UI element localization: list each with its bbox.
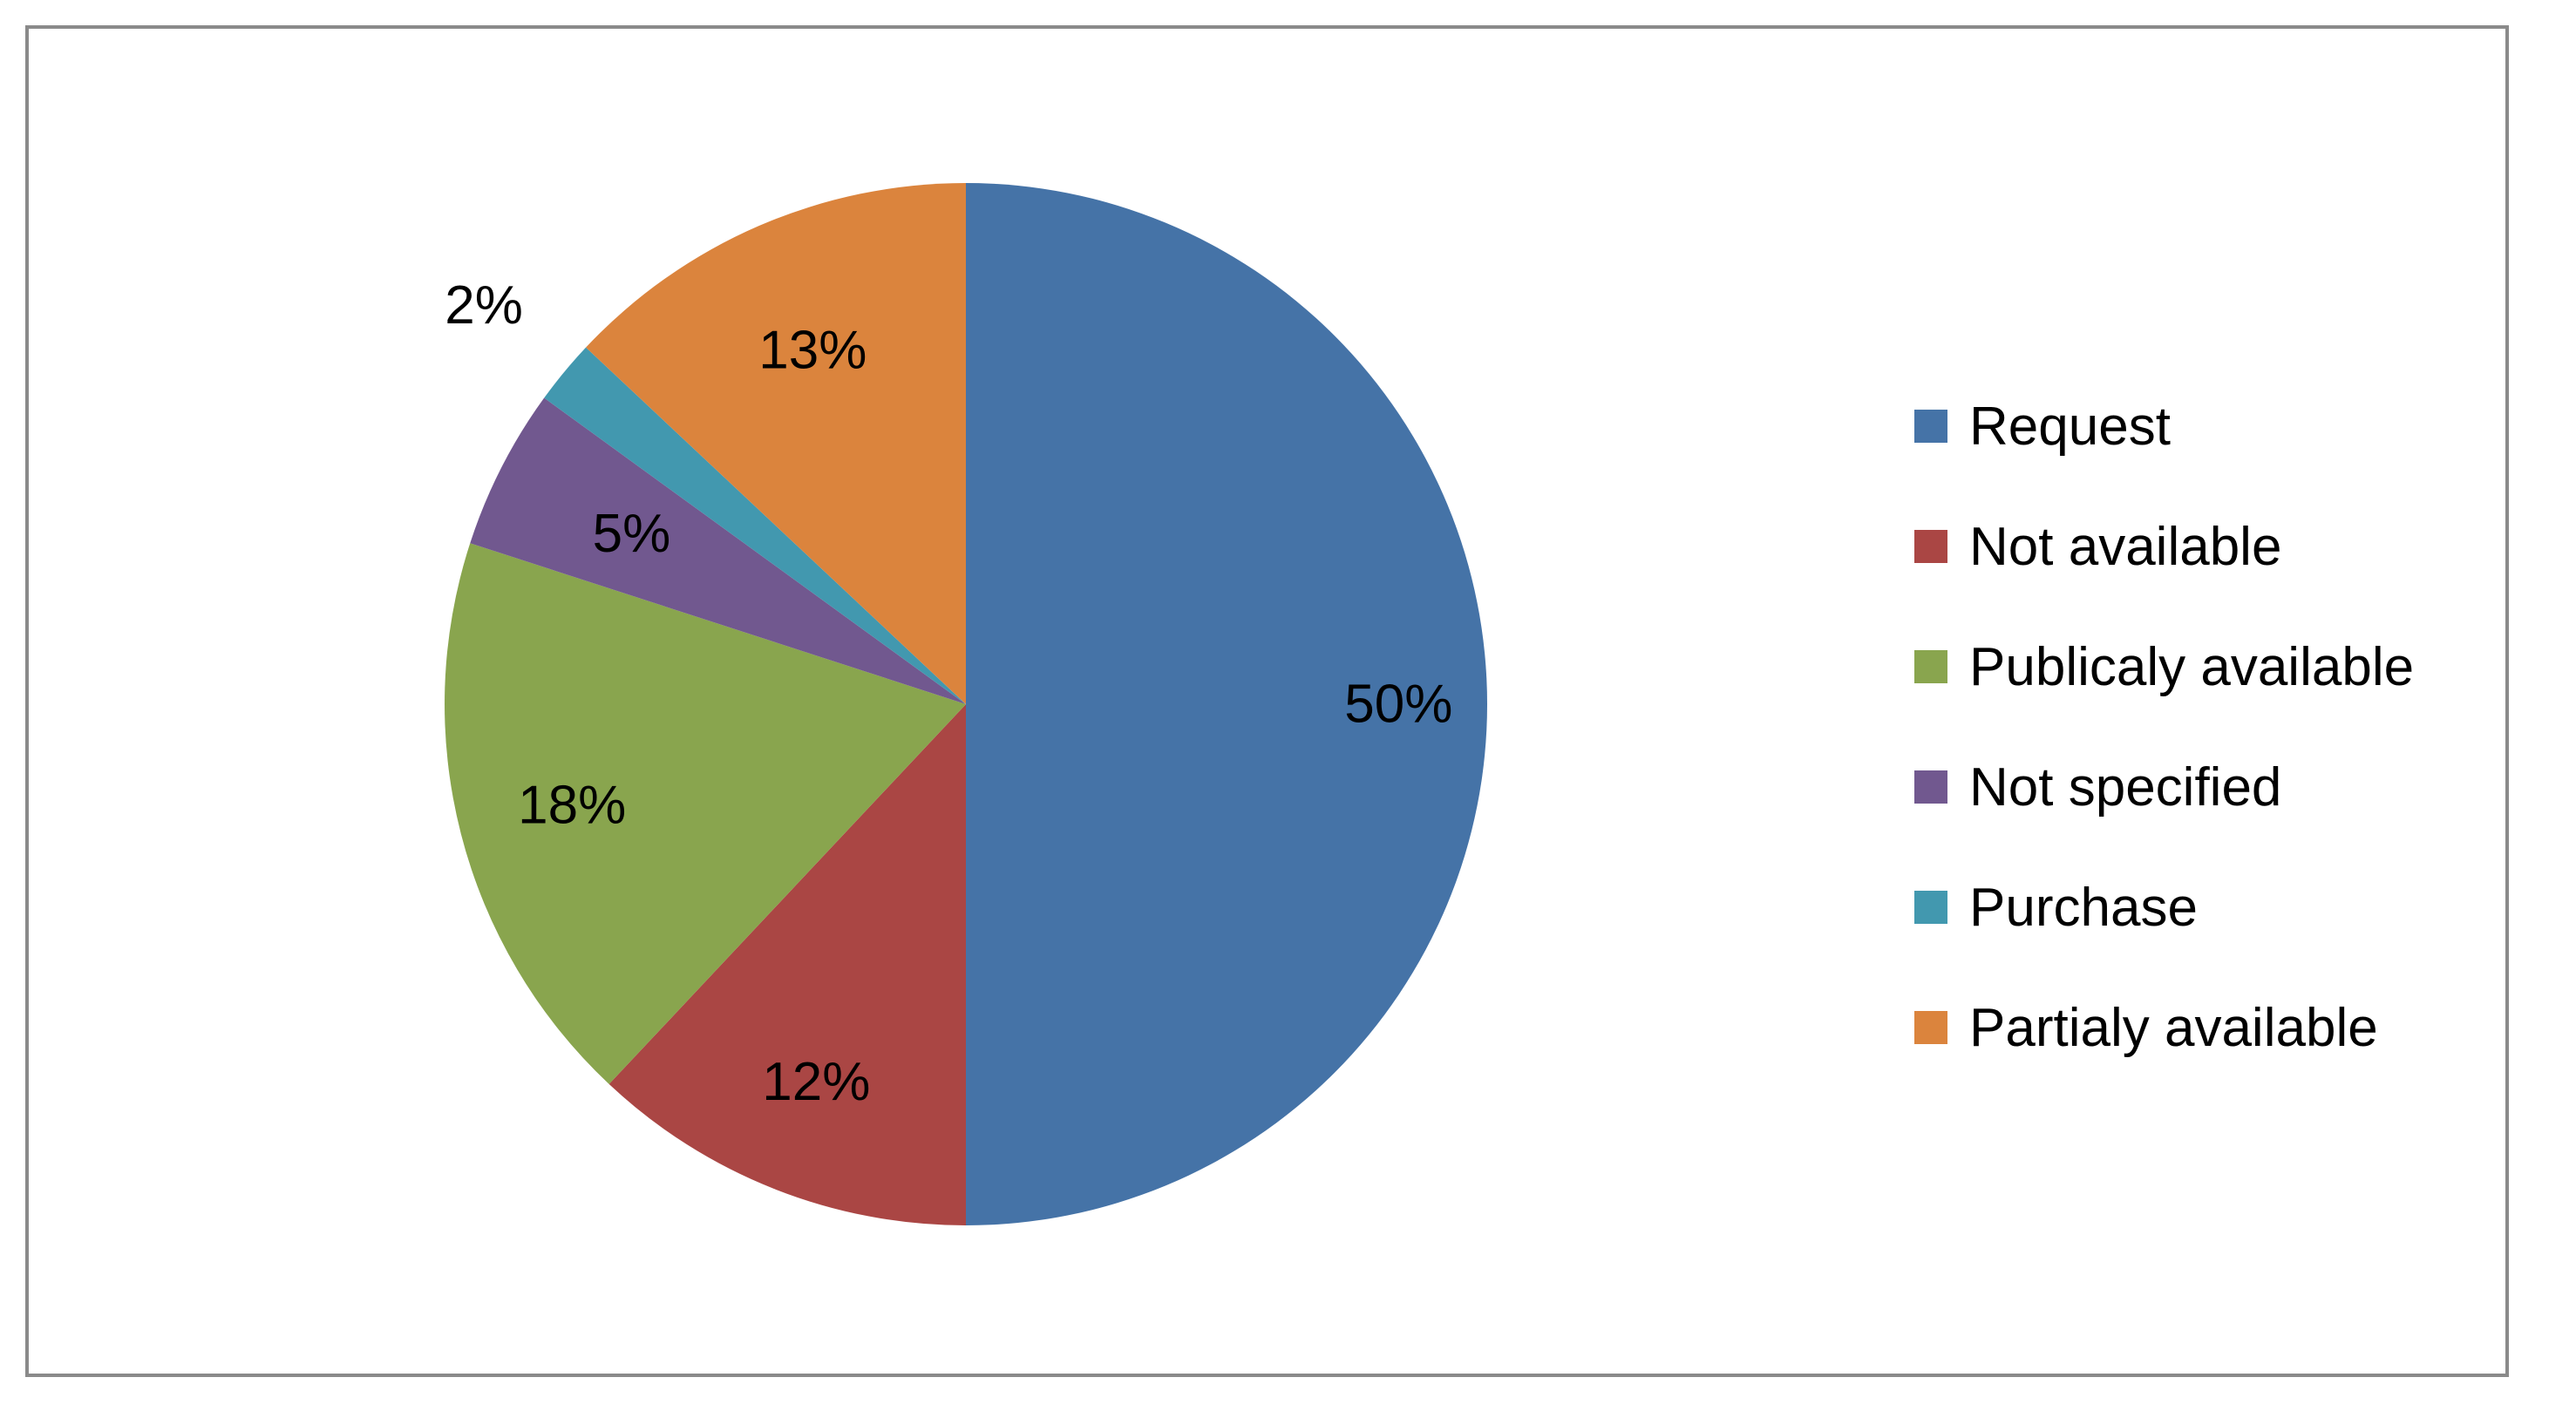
pie-labels: 50% 12% 18% 5% 2% 13%: [445, 275, 1452, 1112]
data-label-partialy-available: 13%: [758, 320, 867, 380]
slice-purchase: [544, 347, 966, 704]
legend-label: Publicaly available: [1969, 636, 2415, 697]
legend-item: Request: [1914, 366, 2490, 486]
legend-item: Not available: [1914, 486, 2490, 607]
legend-swatch: [1914, 891, 1947, 924]
legend-swatch: [1914, 410, 1947, 443]
legend-label: Partialy available: [1969, 997, 2378, 1058]
data-label-not-specified: 5%: [593, 504, 671, 564]
data-label-purchase: 2%: [445, 275, 523, 336]
legend: Request Not available Publicaly availabl…: [1914, 366, 2490, 1088]
slice-request: [966, 183, 1487, 1225]
legend-label: Request: [1969, 396, 2171, 457]
legend-swatch: [1914, 530, 1947, 563]
legend-item: Not specified: [1914, 727, 2490, 847]
legend-swatch: [1914, 1011, 1947, 1044]
slice-not-available: [608, 704, 966, 1225]
legend-label: Not specified: [1969, 756, 2282, 818]
legend-item: Publicaly available: [1914, 607, 2490, 727]
legend-label: Not available: [1969, 516, 2282, 577]
data-label-request: 50%: [1344, 675, 1452, 735]
legend-item: Purchase: [1914, 847, 2490, 967]
data-label-not-available: 12%: [762, 1052, 870, 1112]
legend-swatch: [1914, 650, 1947, 683]
data-label-publicaly-available: 18%: [518, 776, 626, 836]
slice-partialy-available: [586, 183, 966, 704]
slice-not-specified: [470, 397, 966, 704]
legend-swatch: [1914, 770, 1947, 804]
legend-item: Partialy available: [1914, 967, 2490, 1088]
pie-slices: [445, 183, 1487, 1225]
slice-publicaly-available: [445, 543, 966, 1084]
legend-label: Purchase: [1969, 877, 2198, 938]
